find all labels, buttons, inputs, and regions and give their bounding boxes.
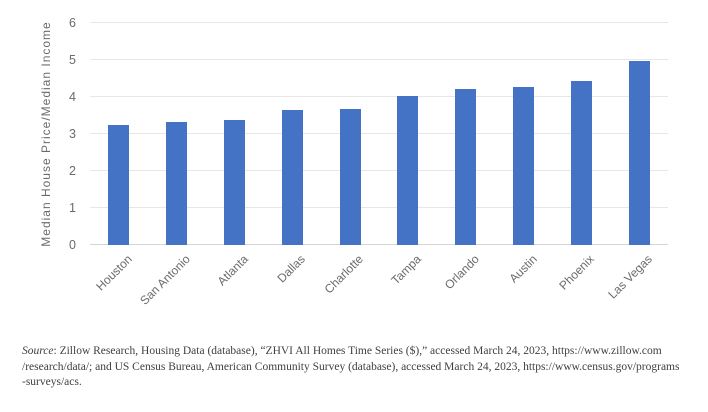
x-label-san-antonio: San Antonio (136, 252, 193, 308)
bar-atlanta (224, 119, 245, 245)
y-tick-6: 6 (69, 16, 76, 30)
source-note-line-3: -surveys/acs. (22, 376, 82, 388)
source-note-line-2: /research/data/; and US Census Bureau, A… (22, 360, 680, 373)
gridline-y6 (90, 22, 668, 23)
plot-area (90, 22, 668, 245)
bar-orlando (455, 88, 477, 245)
y-tick-0: 0 (69, 238, 76, 252)
x-label-houston: Houston (93, 252, 135, 294)
y-tick-2: 2 (69, 164, 76, 178)
x-label-phoenix: Phoenix (556, 252, 598, 293)
y-axis-tick-labels: 0 1 2 3 4 5 6 (36, 16, 80, 252)
gridline-y5 (90, 59, 668, 60)
gridline-y4 (90, 96, 668, 97)
x-label-orlando: Orlando (441, 252, 482, 293)
x-label-las-vegas: Las Vegas (605, 252, 655, 302)
source-label: Source (22, 345, 54, 357)
x-axis-line (90, 244, 668, 245)
x-label-tampa: Tampa (388, 252, 424, 288)
x-label-dallas: Dallas (274, 252, 309, 286)
y-tick-4: 4 (69, 90, 76, 104)
bar-charlotte (339, 109, 361, 245)
x-label-austin: Austin (505, 252, 540, 286)
gridline-y2 (90, 170, 668, 171)
source-note-line-1-text: : Zillow Research, Housing Data (databas… (53, 345, 662, 357)
y-tick-1: 1 (69, 201, 76, 215)
bar-houston (108, 124, 130, 245)
x-label-atlanta: Atlanta (214, 252, 251, 289)
source-note-line-1: Source: Zillow Research, Housing Data (d… (22, 344, 694, 360)
bar-san-antonio (166, 121, 188, 245)
bar-tampa (397, 95, 419, 245)
bar-austin (513, 87, 534, 245)
bar-las-vegas (628, 60, 650, 245)
source-note: Source: Zillow Research, Housing Data (d… (22, 344, 694, 391)
y-tick-5: 5 (69, 53, 76, 67)
y-tick-3: 3 (69, 127, 76, 141)
bar-dallas (281, 110, 303, 245)
x-axis-labels: Houston San Antonio Atlanta Dallas Charlotte… (90, 252, 668, 330)
bar-phoenix (570, 80, 592, 245)
x-label-charlotte: Charlotte (321, 252, 366, 297)
gridline-y1 (90, 207, 668, 208)
gridline-y3 (90, 133, 668, 134)
